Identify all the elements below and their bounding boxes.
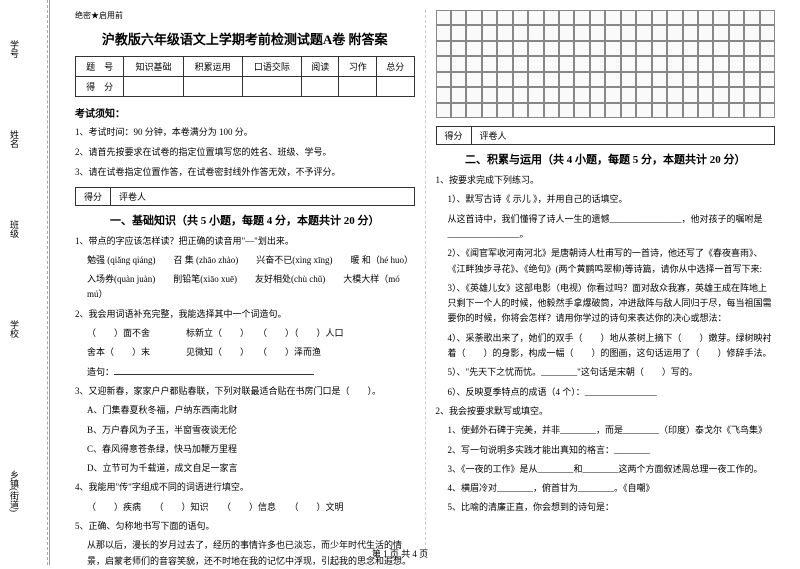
q2-stem: 2、我会用词语补充完整，我能选择其中一个词造句。 [75, 307, 415, 322]
q3-stem: 3、又迎新春，家家户户都贴春联，下列对联最适合贴在书房门口是（ ）。 [75, 384, 415, 399]
section2-title: 二、积累与运用（共 4 小题，每题 5 分，本题共计 20 分） [436, 151, 776, 167]
sidebar-label-school: 学校 [8, 320, 21, 338]
section1-title: 一、基础知识（共 5 小题，每题 4 分，本题共计 20 分） [75, 212, 415, 228]
score-table: 题 号 知识基础 积累运用 口语交际 阅读 习作 总分 得 分 [75, 56, 415, 97]
writing-grid[interactable] [436, 10, 776, 118]
right-column: 得分 评卷人 二、积累与运用（共 4 小题，每题 5 分，本题共计 20 分） … [426, 10, 786, 555]
q2-line: （ ）面不舍 标新立（ ） （ ）（ ）人口 [87, 326, 415, 341]
s2q2-sub: 5、比喻的清廉正直，你会想到的诗句是： [448, 500, 776, 515]
s2q2-sub: 3、《一夜的工作》是从________和________这两个方面叙述周总理一夜… [448, 462, 776, 477]
score-bar: 得分 评卷人 [75, 187, 415, 206]
q1-stem: 1、带点的字应该怎样读？把正确的读音用"—"划出来。 [75, 234, 415, 249]
q4-line: （ ）疾病 （ ）知识 （ ）信息 （ ）文明 [87, 500, 415, 515]
q3-opt: A、门集春夏秋冬福，户纳东西南北财 [87, 403, 415, 418]
notice-heading: 考试须知： [75, 105, 415, 120]
score-label: 得分 [76, 188, 111, 205]
q5-stem: 5、正确、匀称地书写下面的语句。 [75, 519, 415, 534]
s2q2-sub: 2、写一句说明多实践才能出真知的格言：________ [448, 443, 776, 458]
notice-item: 3、请在试卷指定位置作答，在试卷密封线外作答无效，不予评分。 [75, 164, 415, 180]
fold-line [47, 0, 48, 565]
notice-item: 1、考试时间：90 分钟，本卷满分为 100 分。 [75, 124, 415, 140]
notice-item: 2、请首先按要求在试卷的指定位置填写您的姓名、班级、学号。 [75, 144, 415, 160]
s2q1-sub: 5）、"先天下之忧而忧。________"这句话是宋朝（ ）写的。 [448, 365, 776, 380]
q3-opt: D、立节可为千载道，成文自足一家言 [87, 461, 415, 476]
binding-sidebar: 学号 姓名 班级 学校 乡镇(街道) [0, 0, 50, 565]
s2q2-stem: 2、我会按要求默写或填空。 [436, 404, 776, 419]
table-row: 题 号 知识基础 积累运用 口语交际 阅读 习作 总分 [76, 57, 415, 77]
s2q1-line: 从这首诗中，我们懂得了诗人一生的遗憾________________，他对孩子的… [448, 212, 776, 243]
sidebar-label-class: 班级 [8, 220, 21, 238]
sidebar-label-id: 学号 [8, 40, 21, 58]
confidential-mark: 绝密★启用前 [75, 10, 415, 21]
exam-title: 沪教版六年级语文上学期考前检测试题A卷 附答案 [75, 29, 415, 48]
s2q2-sub: 4、横眉冷对________，俯首甘为________。《自嘲》 [448, 481, 776, 496]
grader-label: 评卷人 [472, 127, 774, 144]
q2-line: 舍本（ ）末 见微知（ ） （ ）泽而渔 [87, 345, 415, 360]
q1-line: 勉强 (qiǎng qiáng) 召 集 (zhāo zhào) 兴奋不已(xì… [87, 253, 415, 268]
page-footer: 第 1 页 共 4 页 [0, 547, 800, 560]
q3-opt: C、春风得意苍条绿，快马加鞭万里程 [87, 442, 415, 457]
q3-opt: B、万户春风为子玉，半窗雪夜谈无伦 [87, 423, 415, 438]
score-bar: 得分 评卷人 [436, 126, 776, 145]
s2q1-sub: 2）、《闻官军收河南河北》是唐朝诗人杜甫写的一首诗，他还写了《春夜喜雨》、《江畔… [448, 246, 776, 277]
s2q1-sub: 3）、《英雄儿女》这部电影（电视）你看过吗？面对敌众我寡，英雄王成在阵地上只剩下… [448, 281, 776, 327]
q2-answer: 造句： [87, 365, 415, 380]
sidebar-label-town: 乡镇(街道) [8, 470, 21, 512]
s2q1-stem: 1、按要求完成下列练习。 [436, 173, 776, 188]
q4-stem: 4、我能用"传"字组成不同的词语进行填空。 [75, 480, 415, 495]
left-column: 绝密★启用前 沪教版六年级语文上学期考前检测试题A卷 附答案 题 号 知识基础 … [65, 10, 426, 555]
s2q2-sub: 1、使邺外石碑于完美，并非________，而是________（印度）泰戈尔《… [448, 423, 776, 438]
grader-label: 评卷人 [111, 188, 413, 205]
table-row: 得 分 [76, 77, 415, 97]
sidebar-label-name: 姓名 [8, 130, 21, 148]
main-content: 绝密★启用前 沪教版六年级语文上学期考前检测试题A卷 附答案 题 号 知识基础 … [50, 0, 800, 565]
s2q1-sub: 6）、反映夏季特点的成语（4 个）：________________ [448, 385, 776, 400]
s2q1-sub: 1）、默写古诗《 示儿 》，并用自己的话填空。 [448, 192, 776, 207]
s2q1-sub: 4）、采荼歌出来了，她们的双手（ ）地从茶树上摘下（ ）嫩芽。绿树映衬着（ ）的… [448, 331, 776, 362]
score-label: 得分 [437, 127, 472, 144]
q1-line: 入场券(quàn juàn) 削铅笔(xiāo xuē) 友好相处(chù ch… [87, 272, 415, 303]
